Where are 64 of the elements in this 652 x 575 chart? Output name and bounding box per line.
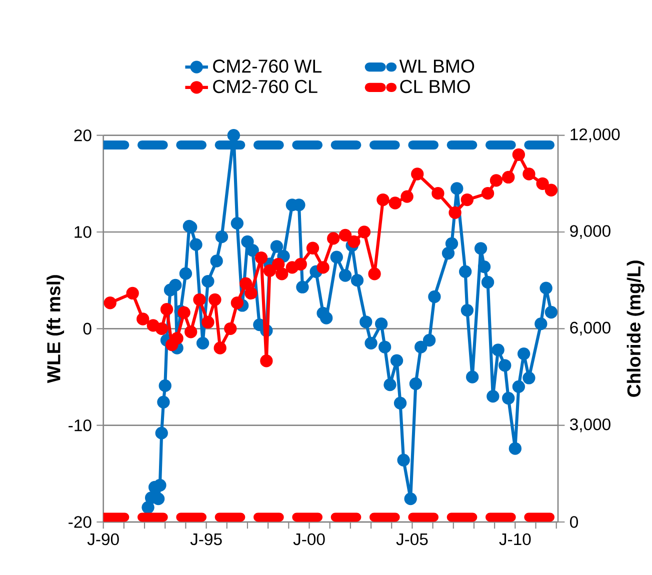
point [358,226,371,238]
y2-tick-label: 0 [570,516,578,528]
point [276,268,288,280]
y2-tick-label: 9,000 [570,225,610,239]
point [400,190,414,203]
point [368,268,381,280]
legend-label: WL BMO [399,60,474,73]
point [316,261,330,274]
point [327,232,340,245]
y2-tick-label: 6,000 [570,322,610,336]
point [254,251,268,264]
point [240,277,252,290]
point [178,306,190,319]
point [184,326,198,338]
point [193,293,206,306]
x-tick-label: J-95 [190,533,222,546]
point [481,186,494,200]
point [294,258,307,271]
y-tick-label: 20 [74,129,92,142]
point [490,174,503,187]
y-tick-label: 10 [74,226,92,238]
point [136,312,150,326]
point [388,196,402,210]
point [448,206,462,219]
point [348,235,360,248]
point [230,296,244,310]
point [155,322,168,335]
point [411,168,424,180]
point [376,193,390,206]
point [126,286,139,300]
point [432,186,444,200]
point [536,177,549,190]
point [244,286,258,300]
point [338,228,352,242]
y2-tick-label: 3,000 [570,418,610,432]
point [272,258,285,271]
y-tick-label: 0 [83,322,92,335]
point [522,168,536,180]
point [512,148,526,161]
y2-axis-title: Chloride (mg/L) [626,260,644,397]
legend-label: CL BMO [400,80,470,94]
point [224,322,237,335]
point [544,184,558,196]
point [104,296,116,310]
x-tick-label: J-05 [396,533,428,546]
point [214,342,226,354]
legend-label: CM2-760 CL [213,80,318,94]
point [502,170,515,184]
x-tick-label: J-00 [293,533,325,546]
point [202,316,214,329]
y-tick-label: -10 [68,419,92,432]
point [306,242,320,254]
y2-tick-label: 12,000 [570,128,620,142]
x-tick-label: J-90 [87,533,119,546]
point [160,303,174,316]
point [170,332,184,345]
point [263,264,276,277]
legend-label: CM2-760 WL [213,60,322,73]
point [260,354,273,368]
point [460,193,474,206]
point [208,293,222,306]
y-axis-title: WLE (ft msl) [46,275,64,384]
x-tick-label: J-10 [499,533,531,546]
y-tick-label: -20 [68,516,92,528]
